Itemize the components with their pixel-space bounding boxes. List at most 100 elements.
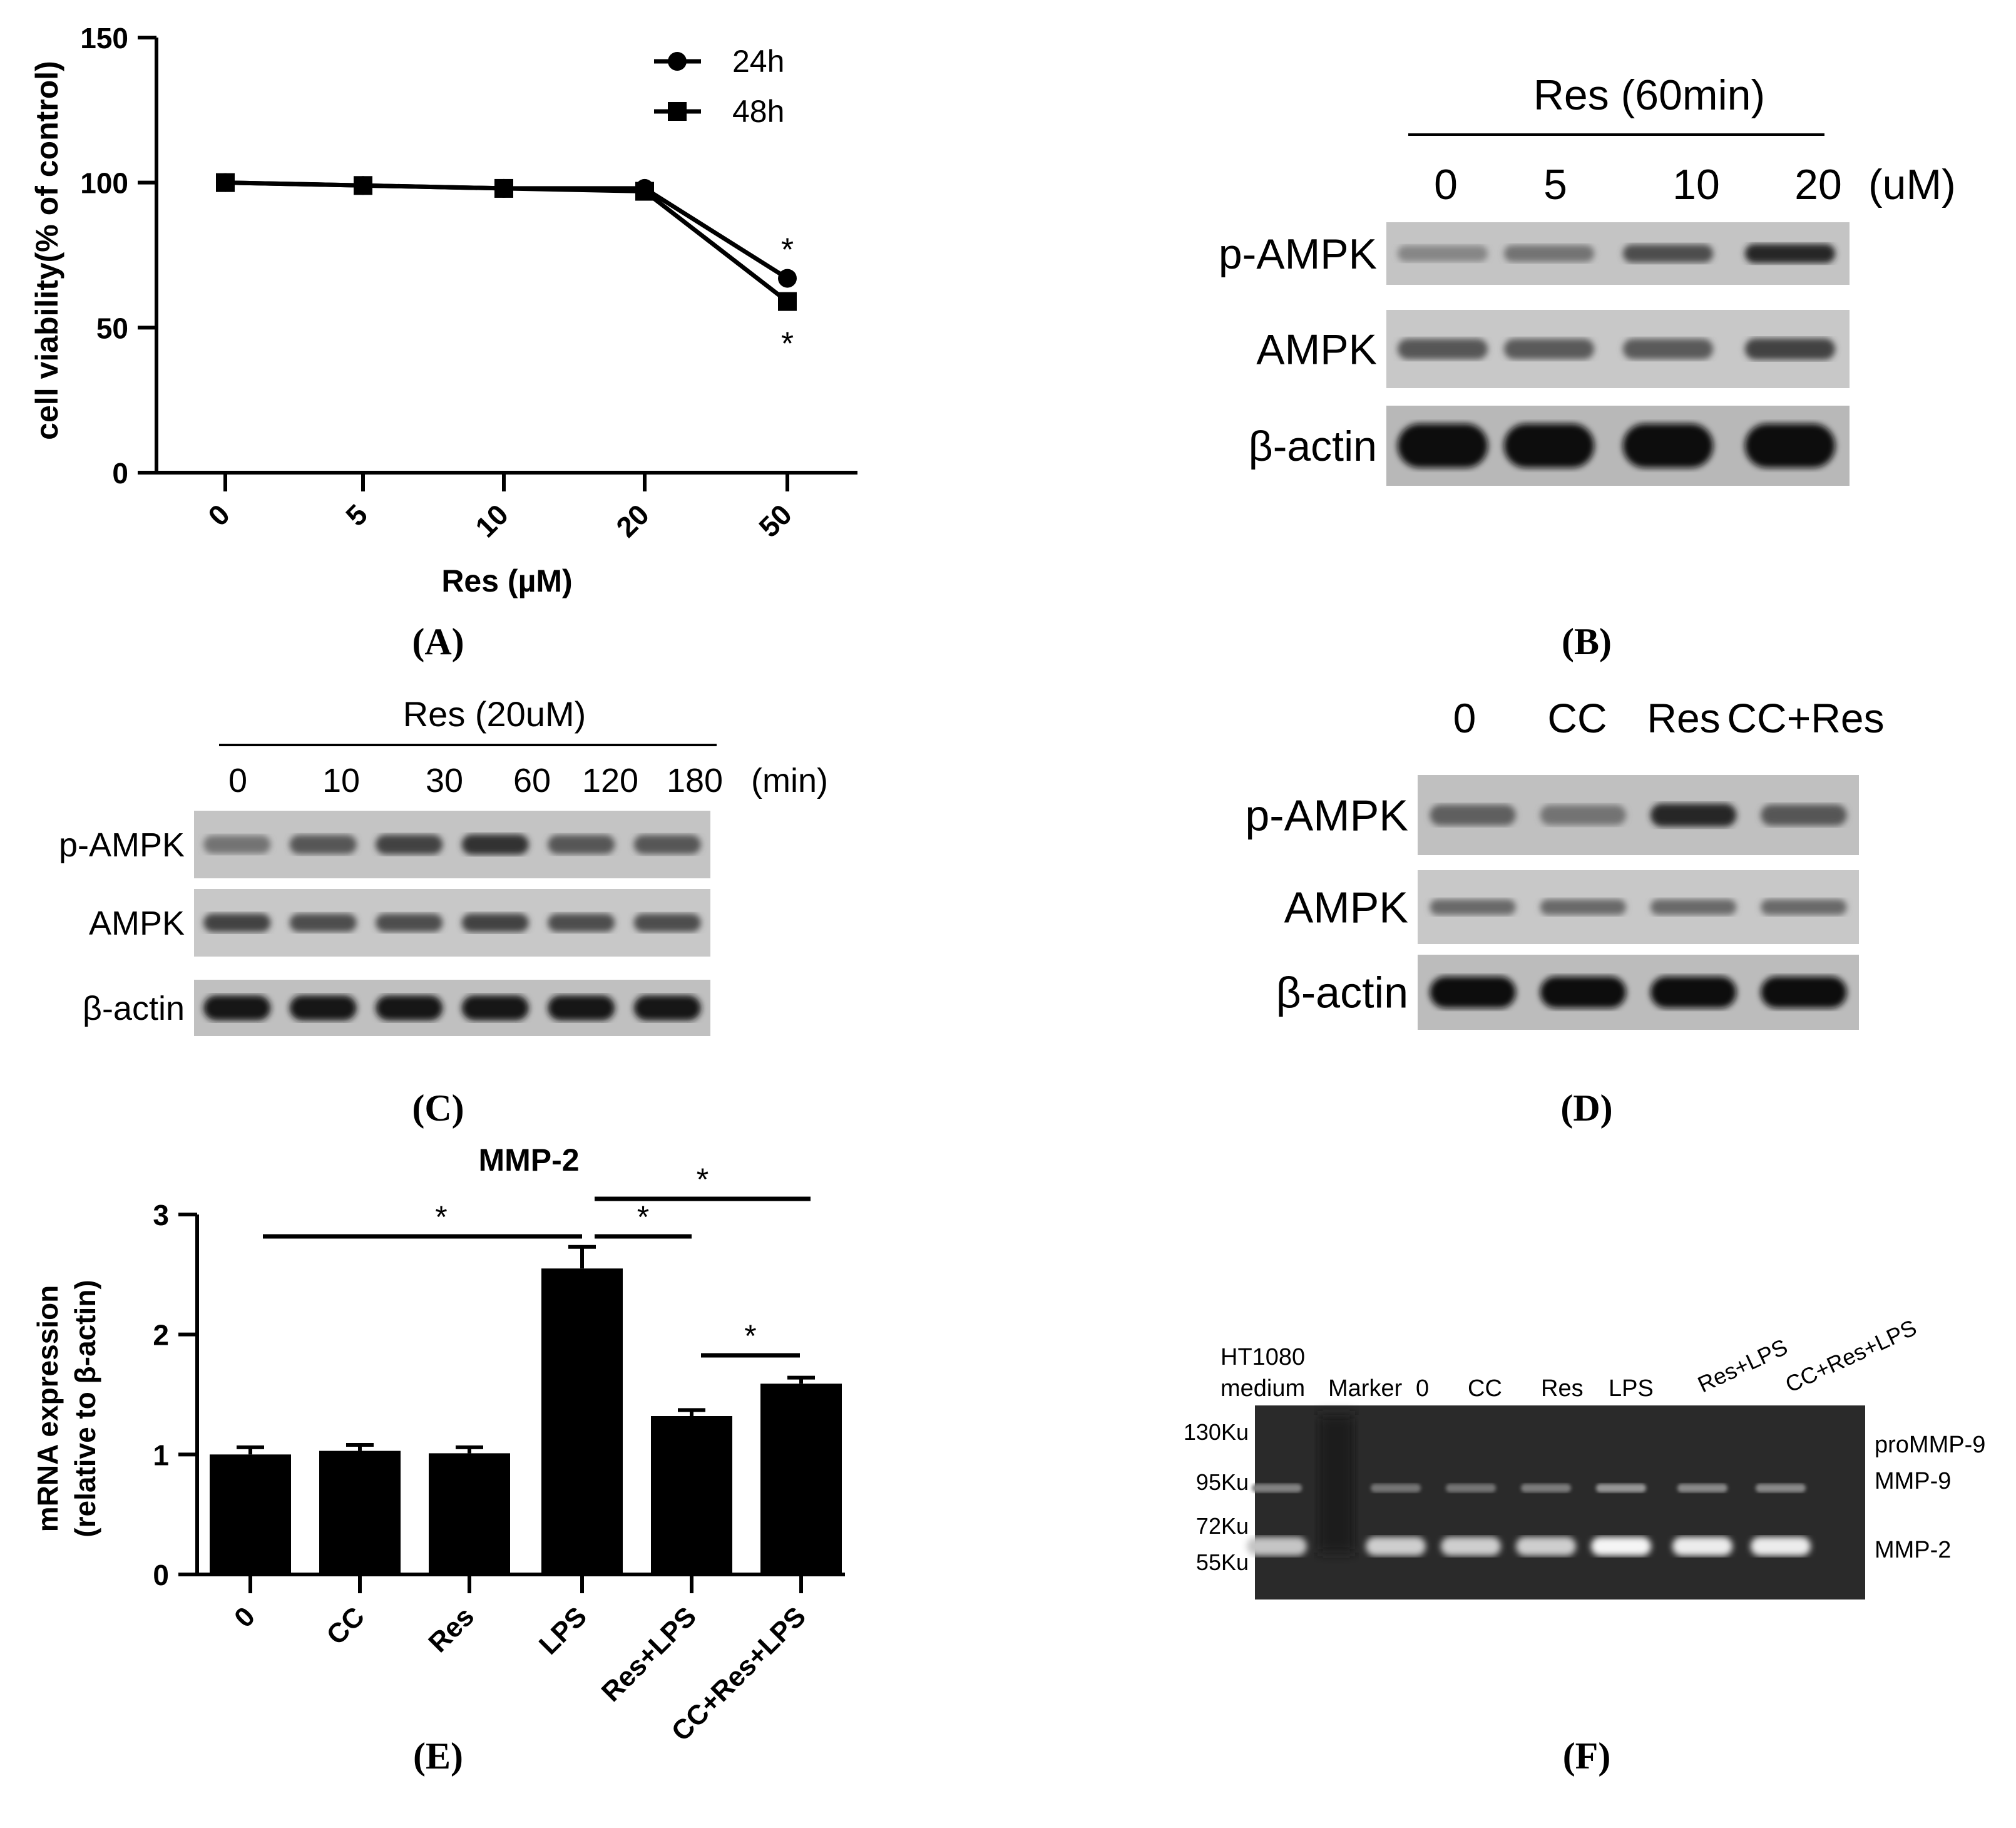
panel-b-band-actin-2 bbox=[1622, 423, 1714, 468]
panel-d-western-blot: 0 CC Res CC+Res p-AMPK AMPK β-actin (D) bbox=[1245, 695, 1884, 1129]
panel-c-lane-label-60: 60 bbox=[513, 762, 551, 799]
panel-f-mmp9-band-2 bbox=[1371, 1484, 1421, 1492]
panel-c-band-p-ampk-1 bbox=[289, 834, 357, 855]
panel-b-row-label-p-ampk: p-AMPK bbox=[1219, 230, 1377, 278]
panel-c-band-ampk-3 bbox=[461, 913, 529, 932]
panel-c-lane-label-10: 10 bbox=[322, 762, 360, 799]
panel-a-point-48h-2 bbox=[494, 178, 513, 198]
panel-d-row-label-ampk: AMPK bbox=[1284, 883, 1408, 932]
panel-d-band-p-ampk-3 bbox=[1761, 804, 1847, 826]
panel-e-bar-res bbox=[429, 1453, 510, 1574]
panel-f-lane-label-lps: LPS bbox=[1609, 1375, 1654, 1402]
panel-b-lane-label-0: 0 bbox=[1434, 161, 1458, 208]
panel-b-lane-label-10: 10 bbox=[1672, 161, 1720, 208]
panel-c-band-actin-5 bbox=[633, 995, 701, 1020]
panel-a-ytick-label-150: 150 bbox=[80, 22, 128, 54]
panel-c-band-p-ampk-5 bbox=[633, 834, 701, 855]
panel-a-line-chart: cell viability(% of control) Res (µM) 0 5… bbox=[29, 22, 857, 662]
panel-e-bar-cc-res-lps bbox=[760, 1384, 842, 1574]
panel-d-band-p-ampk-1 bbox=[1540, 804, 1627, 826]
panel-d-row-label-actin: β-actin bbox=[1276, 968, 1408, 1017]
panel-e-title: MMP-2 bbox=[478, 1142, 579, 1178]
panel-e-xtick-label-lps: LPS bbox=[533, 1601, 593, 1660]
panel-e-ylabel-line1: mRNA expression bbox=[31, 1285, 64, 1533]
panel-e-sig-label-2: * bbox=[697, 1162, 709, 1197]
panel-e-ytick-label-0: 0 bbox=[153, 1559, 169, 1591]
panel-e-bar-res-lps bbox=[651, 1416, 732, 1574]
panel-e-sig-label-1: * bbox=[637, 1199, 649, 1235]
panel-d-band-actin-3 bbox=[1761, 976, 1847, 1009]
panel-d-lane-label-res: Res bbox=[1647, 695, 1720, 741]
panel-e-xtick-label-res-lps: Res+LPS bbox=[596, 1601, 702, 1707]
panel-f-band-label-mmp-2: MMP-2 bbox=[1875, 1537, 1951, 1563]
panel-b-band-ampk-3 bbox=[1744, 338, 1836, 360]
panel-c-band-ampk-5 bbox=[633, 913, 701, 932]
panel-d-lane-label-cc-res: CC+Res bbox=[1727, 695, 1884, 741]
panel-d-band-actin-0 bbox=[1430, 976, 1516, 1009]
panel-f-mmp2-band-6 bbox=[1672, 1537, 1732, 1556]
panel-b-band-p-ampk-3 bbox=[1744, 244, 1836, 264]
panel-f-lane-label-cc-res-lps: CC+Res+LPS bbox=[1781, 1315, 1920, 1398]
panel-b-band-ampk-0 bbox=[1397, 339, 1488, 359]
panel-f-lane-label-res: Res bbox=[1541, 1375, 1584, 1402]
panel-b-band-actin-3 bbox=[1744, 423, 1836, 468]
panel-a-xtick-label-0: 0 bbox=[202, 498, 236, 532]
panel-d-band-actin-1 bbox=[1540, 976, 1627, 1009]
panel-d-row-label-p-ampk: p-AMPK bbox=[1245, 791, 1408, 840]
panel-d-band-ampk-2 bbox=[1650, 899, 1737, 915]
panel-c-lane-label-120: 120 bbox=[582, 762, 638, 799]
panel-c-band-p-ampk-4 bbox=[548, 834, 615, 855]
panel-e-bar-lps bbox=[541, 1268, 623, 1574]
panel-a-xtick-label-50: 50 bbox=[752, 498, 798, 543]
panel-c-band-actin-0 bbox=[203, 995, 271, 1020]
panel-c-unit: (min) bbox=[751, 762, 828, 799]
panel-c-band-p-ampk-3 bbox=[461, 834, 529, 855]
panel-f-lane-label-res-lps: Res+LPS bbox=[1694, 1333, 1791, 1397]
panel-f-mw-label-95ku: 95Ku bbox=[1196, 1469, 1249, 1495]
panel-b-label: (B) bbox=[1562, 621, 1612, 662]
panel-a-xlabel: Res (µM) bbox=[441, 563, 572, 598]
panel-f-lane-label-medium: medium bbox=[1220, 1375, 1305, 1402]
panel-f-mw-label-130ku: 130Ku bbox=[1184, 1419, 1249, 1445]
panel-f-gel bbox=[1255, 1405, 1865, 1600]
panel-a-line-48h bbox=[225, 180, 789, 304]
panel-c-band-actin-2 bbox=[376, 995, 443, 1020]
panel-c-row-label-actin: β-actin bbox=[83, 990, 185, 1027]
panel-f-mmp9-band-5 bbox=[1596, 1484, 1646, 1492]
panel-d-lane-label-cc: CC bbox=[1547, 695, 1607, 741]
panel-d-band-ampk-0 bbox=[1430, 899, 1516, 915]
panel-a-legend-marker-24h bbox=[668, 52, 687, 71]
panel-f-mmp2-band-5 bbox=[1591, 1537, 1651, 1556]
panel-f-band-label-prommp-9: proMMP-9 bbox=[1875, 1432, 1985, 1458]
panel-d-band-p-ampk-2 bbox=[1650, 803, 1737, 827]
panel-c-lane-label-30: 30 bbox=[426, 762, 463, 799]
panel-a-ytick-label-100: 100 bbox=[80, 167, 128, 200]
panel-b-band-p-ampk-2 bbox=[1622, 244, 1714, 263]
panel-f-label: (F) bbox=[1563, 1735, 1611, 1777]
panel-d-band-ampk-3 bbox=[1761, 899, 1847, 915]
panel-b-unit: (uM) bbox=[1868, 161, 1956, 208]
panel-f-lane-label-0: 0 bbox=[1416, 1375, 1429, 1402]
panel-f-lane-label-cc: CC bbox=[1468, 1375, 1502, 1402]
panel-b-row-label-ampk: AMPK bbox=[1256, 326, 1377, 373]
panel-e-xtick-label-0: 0 bbox=[228, 1601, 261, 1633]
panel-e-xtick-label-cc: CC bbox=[320, 1601, 371, 1651]
panel-f-mmp2-band-4 bbox=[1516, 1537, 1576, 1556]
panel-a-ytick-label-0: 0 bbox=[112, 457, 128, 490]
panel-f-mmp9-band-6 bbox=[1677, 1484, 1727, 1492]
panel-a-xtick-label-20: 20 bbox=[610, 498, 655, 543]
panel-a-point-24h-4 bbox=[778, 269, 797, 288]
panel-c-band-actin-4 bbox=[548, 995, 615, 1020]
panel-d-band-p-ampk-0 bbox=[1430, 804, 1516, 826]
panel-e-ylabel-line2: (relative to β-actin) bbox=[69, 1280, 101, 1537]
panel-a-point-48h-1 bbox=[354, 176, 372, 195]
panel-c-lane-label-180: 180 bbox=[667, 762, 723, 799]
panel-b-band-actin-0 bbox=[1397, 423, 1488, 468]
panel-d-lane-label-0: 0 bbox=[1453, 695, 1476, 741]
panel-d-band-actin-2 bbox=[1650, 976, 1737, 1009]
panel-a-point-48h-3 bbox=[635, 182, 654, 201]
panel-e-sig-label-3: * bbox=[744, 1318, 756, 1353]
panel-c-band-ampk-2 bbox=[376, 913, 443, 932]
panel-f-lane-label-marker: Marker bbox=[1328, 1375, 1403, 1402]
panel-c-band-actin-1 bbox=[289, 995, 357, 1020]
